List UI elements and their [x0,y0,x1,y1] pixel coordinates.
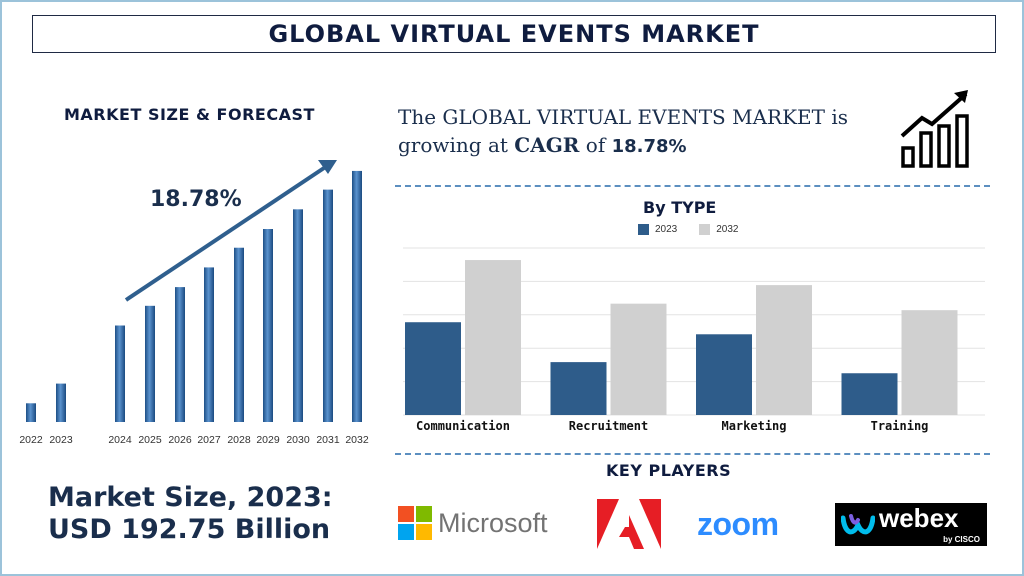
type-bar-training-2023 [841,373,898,415]
microsoft-logo: Microsoft [398,506,548,540]
by-type-heading: By TYPE [643,198,717,217]
by-type-legend: 2023 2032 [638,224,739,235]
type-bar-training-2032 [901,310,958,415]
market-size-line1: Market Size, 2023: [48,482,333,513]
forecast-bar-2029 [263,229,273,422]
type-bar-communication-2032 [465,260,521,415]
microsoft-logo-text: Microsoft [438,507,548,538]
type-tick-marketing: Marketing [721,419,786,433]
by-type-chart: Communication Recruitment Marketing Trainin… [403,247,985,433]
forecast-bar-2030 [293,209,303,422]
forecast-bar-2022 [26,403,36,422]
legend-item-2023: 2023 [638,224,677,235]
forecast-tick-2023: 2023 [49,434,73,446]
growth-chart-icon [900,90,969,168]
forecast-tick-2030: 2030 [286,434,310,446]
key-players-heading: KEY PLAYERS [606,461,732,480]
legend-swatch-2023 [638,224,649,235]
type-tick-training: Training [871,419,929,433]
forecast-bar-2025 [145,305,155,422]
type-bar-recruitment-2023 [550,362,607,415]
legend-item-2032: 2032 [699,224,739,235]
cagr-of-word: of [585,133,606,157]
divider-bottom [395,453,990,455]
adobe-icon [597,499,661,549]
legend-swatch-2032 [699,224,711,235]
growth-arrow-head [318,160,337,174]
forecast-tick-2027: 2027 [197,434,221,446]
zoom-logo-text: zoom [697,506,779,542]
type-tick-recruitment: Recruitment [569,419,648,433]
adobe-logo [597,499,661,549]
forecast-bar-2026 [175,287,185,422]
forecast-tick-2029: 2029 [256,434,280,446]
webex-logo: webex by CISCO [835,503,987,546]
webex-sub-text: by CISCO [943,535,980,544]
cagr-statement-prefix: The GLOBAL VIRTUAL EVENTS MARKET is grow… [398,105,848,157]
cagr-value: 18.78% [611,136,687,157]
divider-top [395,185,990,187]
forecast-cagr-label: 18.78% [150,187,242,212]
forecast-bar-2028 [234,247,244,422]
cagr-word: CAGR [514,133,580,157]
microsoft-squares-icon [398,506,432,540]
forecast-tick-2024: 2024 [108,434,132,446]
type-bar-communication-2023 [405,322,461,415]
title-box: GLOBAL VIRTUAL EVENTS MARKET [32,15,996,53]
forecast-bar-2027 [204,267,214,422]
market-size-heading: MARKET SIZE & FORECAST [64,105,315,124]
forecast-bar-2024 [115,325,125,422]
webex-swirl-icon [841,513,875,534]
zoom-logo: zoom [697,506,779,543]
cagr-statement: The GLOBAL VIRTUAL EVENTS MARKET is grow… [398,103,878,161]
forecast-tick-2032: 2032 [345,434,369,446]
legend-label-2023: 2023 [655,224,678,235]
forecast-tick-2025: 2025 [138,434,162,446]
market-size-line2: USD 192.75 Billion [48,514,331,545]
type-tick-communication: Communication [416,419,510,433]
type-bar-marketing-2032 [756,285,812,415]
legend-label-2032: 2032 [716,224,739,235]
forecast-tick-2031: 2031 [316,434,340,446]
market-forecast-chart: 2022 2023 2024 2025 2026 2027 2028 2029 2030 2031… [19,160,369,446]
forecast-tick-2026: 2026 [168,434,192,446]
forecast-bar-2031 [323,189,333,422]
forecast-tick-2022: 2022 [19,434,43,446]
webex-logo-text: webex [879,503,959,533]
forecast-bar-2032 [352,170,362,422]
growth-arrow-line [124,166,326,302]
page-title: GLOBAL VIRTUAL EVENTS MARKET [268,20,760,48]
forecast-bar-2023 [56,383,66,422]
type-bar-recruitment-2032 [610,303,667,415]
forecast-tick-2028: 2028 [227,434,251,446]
type-bar-marketing-2023 [696,334,752,415]
